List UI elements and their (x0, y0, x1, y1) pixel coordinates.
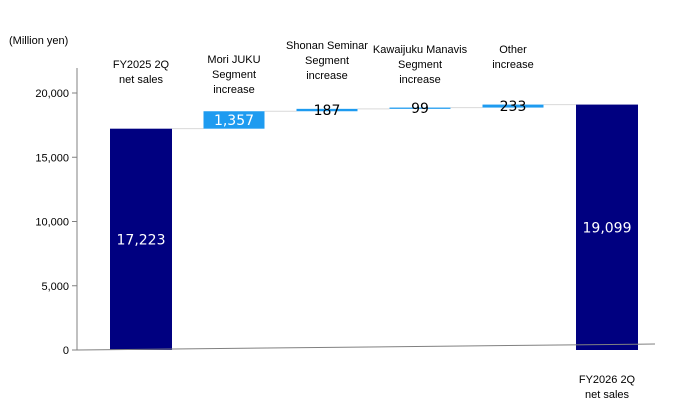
y-tick-label: 0 (63, 345, 69, 357)
x-axis-line (76, 343, 656, 351)
category-label: Mori JUKU Segment increase (207, 54, 260, 96)
y-tick-label: 10,000 (35, 217, 69, 229)
waterfall-bar (110, 128, 172, 350)
y-tick-label: 5,000 (41, 281, 69, 293)
category-labels: FY2025 2Q net sales Mori JUKU Segment increa… (113, 40, 636, 401)
bar-value-label: 187 (314, 103, 341, 119)
connector-lines (172, 104, 576, 130)
category-label: Other increase (492, 44, 534, 71)
x-axis (76, 343, 656, 351)
bar-value-label: 1,357 (214, 113, 254, 129)
category-label: Shonan Seminar Segment increase (286, 40, 368, 82)
y-axis: 0 5,000 10,000 15,000 20,000 (35, 68, 78, 357)
bar-value-label: 19,099 (583, 220, 632, 236)
waterfall-bar (296, 108, 358, 112)
bars: 17,223 1,357 187 99 233 19,099 (110, 99, 638, 350)
waterfall-bar (576, 104, 638, 350)
waterfall-bar (203, 111, 265, 129)
bar-value-label: 99 (411, 101, 429, 117)
category-label: Kawaijuku Manavis Segment increase (373, 44, 468, 86)
y-tick-label: 15,000 (35, 152, 69, 164)
waterfall-bar (482, 104, 544, 108)
waterfall-bar (389, 107, 451, 109)
category-label: FY2025 2Q net sales (113, 59, 170, 86)
bar-value-label: 17,223 (117, 232, 166, 248)
unit-label: (Million yen) (9, 35, 68, 47)
category-label: FY2026 2Q net sales (579, 374, 636, 401)
bar-value-label: 233 (500, 99, 527, 115)
y-tick-label: 20,000 (35, 88, 69, 100)
